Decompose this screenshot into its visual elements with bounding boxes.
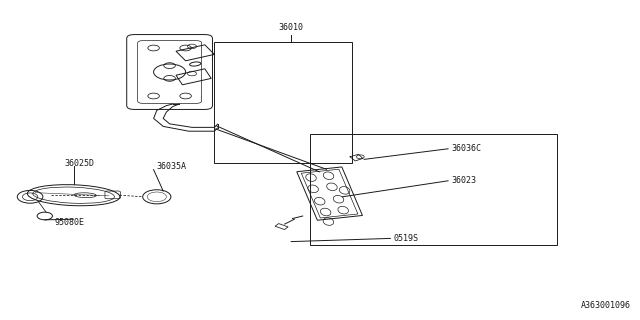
Bar — [310, 134, 557, 245]
Text: 95080E: 95080E — [54, 218, 84, 227]
Bar — [214, 42, 352, 163]
Text: 36036C: 36036C — [451, 144, 481, 153]
Text: 36035A: 36035A — [157, 162, 187, 171]
Text: 36023: 36023 — [451, 176, 476, 185]
Text: A363001096: A363001096 — [580, 301, 630, 310]
Text: 0519S: 0519S — [394, 234, 419, 243]
Text: 36025D: 36025D — [64, 159, 94, 168]
Text: 36010: 36010 — [278, 23, 304, 32]
